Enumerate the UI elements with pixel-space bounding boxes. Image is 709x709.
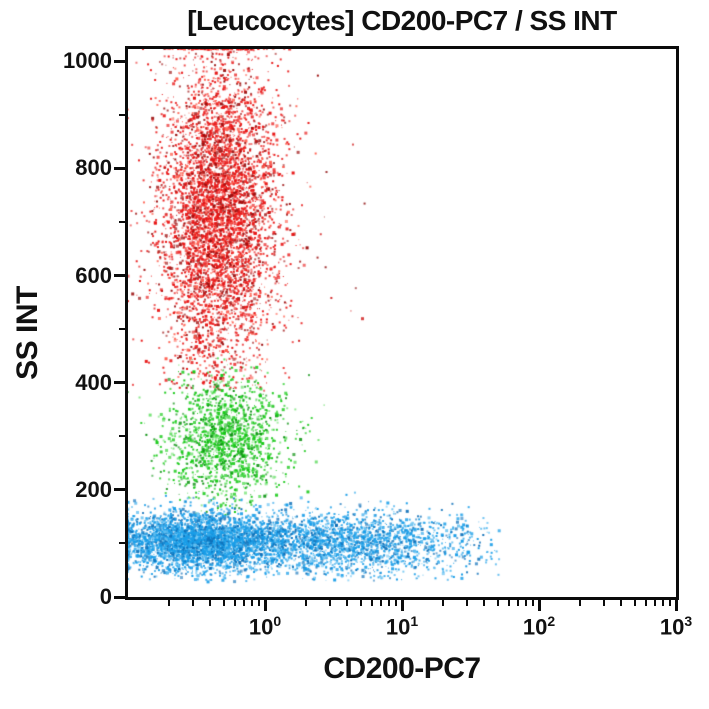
x-axis-minor-tick — [603, 600, 606, 606]
y-axis-minor-tick — [119, 328, 125, 331]
y-axis-major-tick — [114, 488, 125, 492]
x-axis-minor-tick — [483, 600, 486, 606]
y-axis-major-tick — [114, 274, 125, 278]
x-axis-tick-label: 102 — [522, 613, 556, 640]
y-axis-tick-label: 1000 — [63, 48, 112, 74]
x-axis-major-tick — [400, 600, 404, 611]
y-axis-tick-label: 800 — [75, 155, 112, 181]
x-axis-minor-tick — [329, 600, 332, 606]
scatter-dots-canvas — [128, 49, 676, 597]
x-axis-major-tick — [537, 600, 541, 611]
x-axis-minor-tick — [222, 600, 225, 606]
x-axis-minor-tick — [653, 600, 656, 606]
x-axis-minor-tick — [633, 600, 636, 606]
y-axis-minor-tick — [119, 542, 125, 545]
x-axis-minor-tick — [209, 600, 212, 606]
y-axis-major-tick — [114, 166, 125, 170]
y-axis-major-tick — [114, 59, 125, 63]
x-axis-minor-tick — [192, 600, 195, 606]
x-axis-minor-tick — [579, 600, 582, 606]
y-axis-major-tick — [114, 595, 125, 599]
x-axis-tick-label: 101 — [385, 613, 419, 640]
y-axis-minor-tick — [119, 435, 125, 438]
x-axis-major-tick — [263, 600, 267, 611]
x-axis-minor-tick — [233, 600, 236, 606]
x-axis-minor-tick — [661, 600, 664, 606]
x-axis-minor-tick — [250, 600, 253, 606]
x-axis-minor-tick — [168, 600, 171, 606]
x-axis-minor-tick — [305, 600, 308, 606]
x-axis-minor-tick — [242, 600, 245, 606]
y-axis-major-tick — [114, 381, 125, 385]
x-axis-minor-tick — [379, 600, 382, 606]
x-axis-tick-label: 103 — [659, 613, 693, 640]
x-axis-minor-tick — [257, 600, 260, 606]
x-axis-minor-tick — [466, 600, 469, 606]
x-axis-minor-tick — [516, 600, 519, 606]
x-axis-minor-tick — [524, 600, 527, 606]
x-axis-minor-tick — [531, 600, 534, 606]
x-axis-tick-label: 100 — [248, 613, 282, 640]
x-axis-minor-tick — [394, 600, 397, 606]
chart-title: [Leucocytes] CD200-PC7 / SS INT — [187, 5, 617, 36]
x-axis-minor-tick — [496, 600, 499, 606]
y-axis-tick-label: 0 — [99, 584, 112, 609]
y-axis-tick-label: 200 — [75, 476, 112, 502]
x-axis-major-tick — [674, 600, 678, 611]
x-axis-label: CD200-PC7 — [323, 652, 481, 685]
x-axis-minor-tick — [620, 600, 623, 606]
x-axis-minor-tick — [644, 600, 647, 606]
x-axis-minor-tick — [442, 600, 445, 606]
x-axis-minor-tick — [370, 600, 373, 606]
x-axis-minor-tick — [507, 600, 510, 606]
y-axis-tick-label: 600 — [75, 262, 112, 288]
x-axis-minor-tick — [668, 600, 671, 606]
x-axis-minor-tick — [359, 600, 362, 606]
x-axis-minor-tick — [346, 600, 349, 606]
x-axis-minor-tick — [387, 600, 390, 606]
y-axis-label: SS INT — [11, 286, 44, 380]
y-axis-tick-label: 400 — [75, 369, 112, 395]
y-axis-minor-tick — [119, 113, 125, 116]
y-axis-minor-tick — [119, 221, 125, 224]
